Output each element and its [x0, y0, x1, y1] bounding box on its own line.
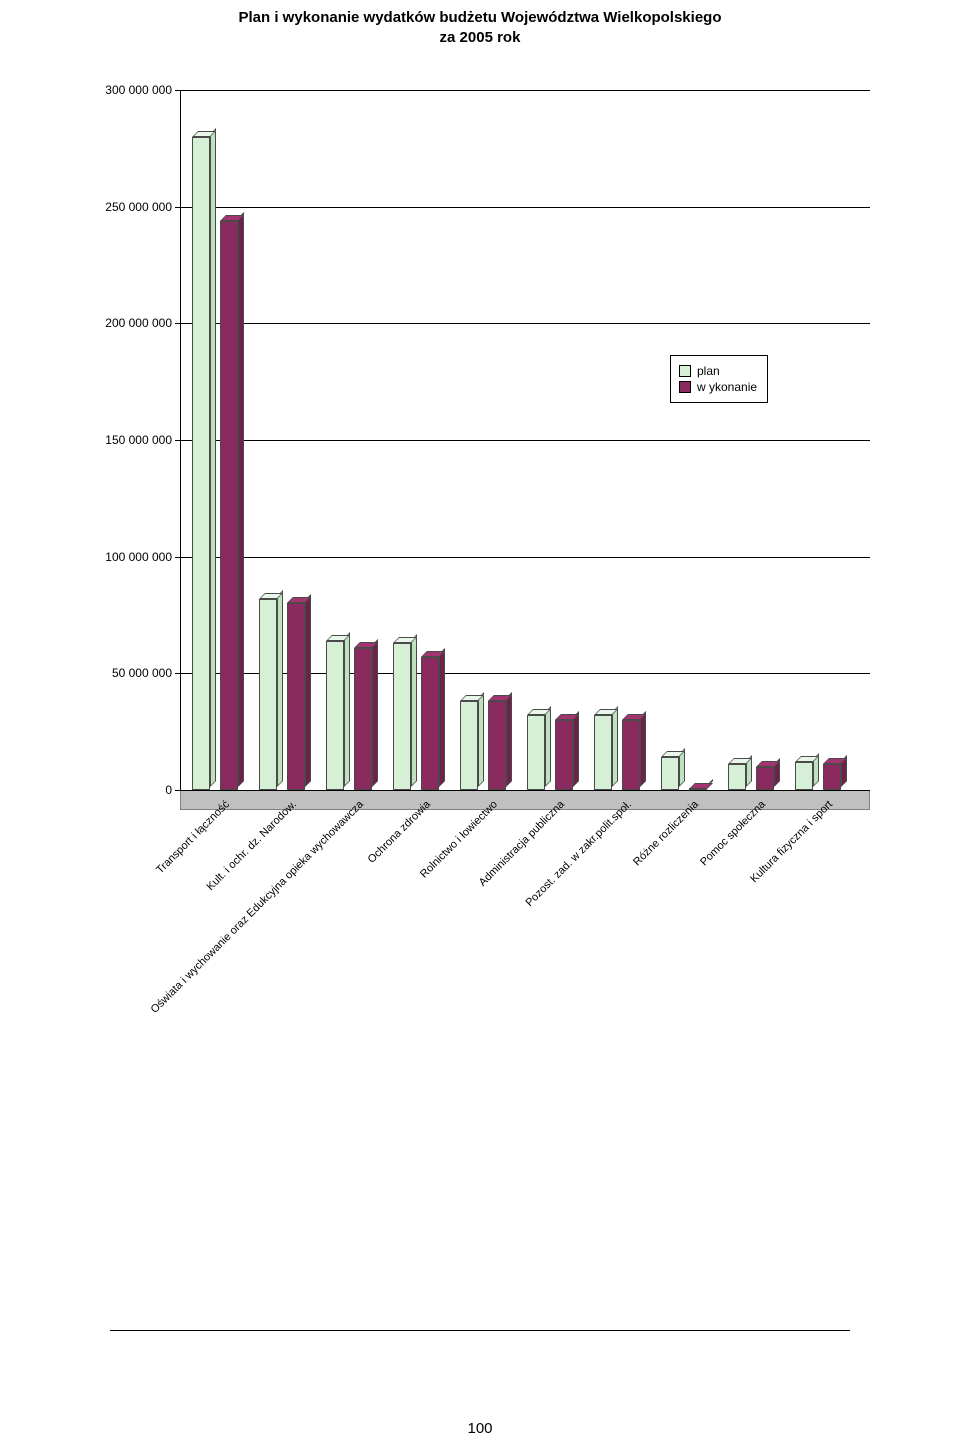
- bar: [555, 720, 579, 790]
- legend-swatch: [679, 381, 691, 393]
- bar: [393, 643, 417, 790]
- legend: plan w ykonanie: [670, 355, 768, 403]
- footer-rule: [110, 1330, 850, 1331]
- chart: 050 000 000100 000 000150 000 000200 000…: [70, 90, 890, 1010]
- bar: [689, 789, 713, 790]
- gridline: [180, 673, 870, 674]
- bar: [488, 701, 512, 790]
- page-number: 100: [0, 1420, 960, 1437]
- bar: [795, 762, 819, 790]
- bar: [220, 221, 244, 790]
- bar: [326, 641, 350, 790]
- bar: [287, 603, 311, 790]
- bar: [527, 715, 551, 790]
- category-label: Transport i łączność: [154, 798, 232, 876]
- legend-row: plan: [679, 364, 757, 378]
- plot-area: 050 000 000100 000 000150 000 000200 000…: [180, 90, 870, 790]
- bar: [354, 648, 378, 790]
- bar: [594, 715, 618, 790]
- gridline: [180, 557, 870, 558]
- ytick-label: 0: [62, 783, 180, 797]
- bar: [622, 720, 646, 790]
- ytick-label: 300 000 000: [62, 83, 180, 97]
- legend-label: plan: [697, 364, 720, 378]
- legend-swatch: [679, 365, 691, 377]
- gridline: [180, 90, 870, 91]
- title-line-2: za 2005 rok: [440, 29, 521, 46]
- gridline: [180, 323, 870, 324]
- bar: [421, 657, 445, 790]
- ytick-label: 100 000 000: [62, 550, 180, 564]
- chart-title: Plan i wykonanie wydatków budżetu Wojewó…: [0, 0, 960, 47]
- bar: [259, 599, 283, 790]
- ytick-label: 250 000 000: [62, 200, 180, 214]
- gridline: [180, 790, 870, 791]
- gridline: [180, 440, 870, 441]
- ytick-label: 200 000 000: [62, 316, 180, 330]
- bar: [661, 757, 685, 790]
- y-axis: [180, 90, 181, 790]
- bar: [728, 764, 752, 790]
- bar: [460, 701, 484, 790]
- bar: [823, 764, 847, 790]
- ytick-label: 150 000 000: [62, 433, 180, 447]
- legend-label: w ykonanie: [697, 380, 757, 394]
- bar: [192, 137, 216, 790]
- legend-row: w ykonanie: [679, 380, 757, 394]
- title-line-1: Plan i wykonanie wydatków budżetu Wojewó…: [239, 9, 722, 26]
- gridline: [180, 207, 870, 208]
- ytick-label: 50 000 000: [62, 666, 180, 680]
- page: Plan i wykonanie wydatków budżetu Wojewó…: [0, 0, 960, 1450]
- bar: [756, 767, 780, 790]
